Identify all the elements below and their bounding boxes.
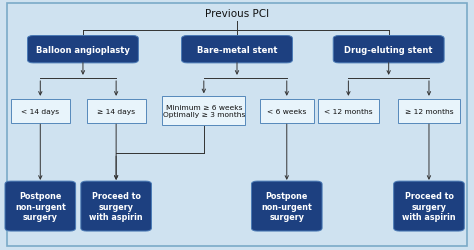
Text: Postpone
non-urgent
surgery: Postpone non-urgent surgery — [261, 192, 312, 221]
Text: < 6 weeks: < 6 weeks — [267, 108, 307, 114]
FancyBboxPatch shape — [393, 182, 464, 231]
Text: Proceed to
surgery
with aspirin: Proceed to surgery with aspirin — [89, 192, 143, 221]
FancyBboxPatch shape — [398, 99, 460, 123]
Text: Drug-eluting stent: Drug-eluting stent — [345, 46, 433, 54]
FancyBboxPatch shape — [27, 36, 138, 64]
FancyBboxPatch shape — [5, 182, 75, 231]
FancyBboxPatch shape — [10, 99, 70, 123]
FancyBboxPatch shape — [7, 4, 467, 246]
FancyBboxPatch shape — [333, 36, 444, 64]
FancyBboxPatch shape — [162, 97, 246, 126]
FancyBboxPatch shape — [251, 182, 322, 231]
FancyBboxPatch shape — [81, 182, 152, 231]
Text: ≥ 12 months: ≥ 12 months — [405, 108, 453, 114]
Text: Proceed to
surgery
with aspirin: Proceed to surgery with aspirin — [402, 192, 456, 221]
FancyBboxPatch shape — [182, 36, 292, 64]
Text: < 14 days: < 14 days — [21, 108, 59, 114]
FancyBboxPatch shape — [86, 99, 146, 123]
Text: < 12 months: < 12 months — [324, 108, 373, 114]
Text: Balloon angioplasty: Balloon angioplasty — [36, 46, 130, 54]
Text: ≥ 14 days: ≥ 14 days — [97, 108, 135, 114]
Text: Postpone
non-urgent
surgery: Postpone non-urgent surgery — [15, 192, 66, 221]
Text: Minimum ≥ 6 weeks
Optimally ≥ 3 months: Minimum ≥ 6 weeks Optimally ≥ 3 months — [163, 105, 245, 118]
FancyBboxPatch shape — [259, 99, 314, 123]
Text: Bare-metal stent: Bare-metal stent — [197, 46, 277, 54]
FancyBboxPatch shape — [318, 99, 379, 123]
Text: Previous PCI: Previous PCI — [205, 9, 269, 19]
